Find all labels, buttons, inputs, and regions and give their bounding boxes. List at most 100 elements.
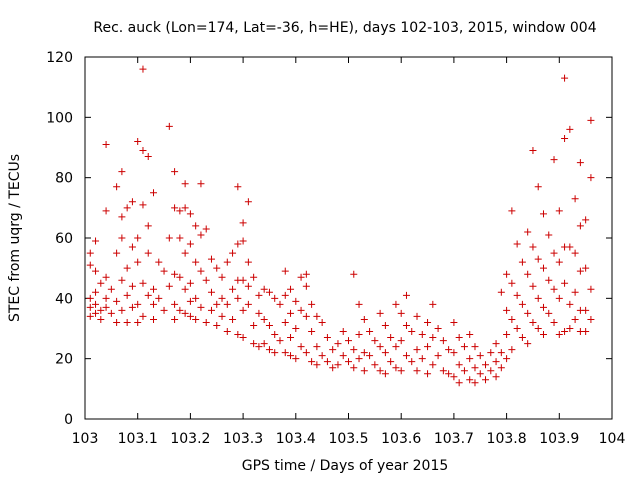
data-point	[387, 334, 395, 342]
data-point	[234, 240, 242, 248]
data-point	[239, 306, 247, 314]
chart-title: Rec. auck (Lon=174, Lat=-36, h=HE), days…	[93, 20, 596, 36]
y-tick-label: 0	[64, 412, 73, 428]
data-point	[334, 361, 342, 369]
data-point	[550, 285, 558, 293]
data-point	[202, 276, 210, 284]
data-point	[429, 334, 437, 342]
data-point	[413, 346, 421, 354]
data-point	[134, 300, 142, 308]
data-point	[255, 291, 263, 299]
data-point	[576, 159, 584, 167]
data-point	[482, 361, 490, 369]
x-tick-label: 103.2	[170, 431, 210, 447]
data-point	[244, 300, 252, 308]
data-point	[539, 303, 547, 311]
y-tick-label: 120	[46, 50, 73, 66]
data-point	[513, 291, 521, 299]
data-point	[239, 237, 247, 245]
data-point	[587, 116, 595, 124]
data-point	[197, 180, 205, 188]
data-point	[571, 249, 579, 257]
data-point	[376, 367, 384, 375]
data-point	[555, 258, 563, 266]
data-point	[313, 361, 321, 369]
data-point	[207, 255, 215, 263]
y-tick-label: 40	[55, 291, 73, 307]
data-point	[102, 303, 110, 311]
data-point	[339, 352, 347, 360]
data-point	[450, 318, 458, 326]
data-point	[260, 285, 268, 293]
data-point	[134, 318, 142, 326]
data-point	[250, 321, 258, 329]
data-point	[287, 334, 295, 342]
data-point	[118, 234, 126, 242]
data-point	[323, 334, 331, 342]
data-point	[308, 358, 316, 366]
data-point	[218, 312, 226, 320]
data-point	[302, 270, 310, 278]
data-point	[123, 264, 131, 272]
data-point	[582, 264, 590, 272]
data-point	[445, 370, 453, 378]
data-point	[150, 189, 158, 197]
data-point	[497, 349, 505, 357]
data-point	[323, 358, 331, 366]
data-point	[366, 352, 374, 360]
data-point	[355, 300, 363, 308]
data-point	[207, 288, 215, 296]
data-point	[571, 315, 579, 323]
data-point	[313, 312, 321, 320]
data-point	[492, 340, 500, 348]
data-point	[539, 264, 547, 272]
data-point	[160, 306, 168, 314]
data-point	[139, 147, 147, 155]
data-point	[561, 279, 569, 287]
data-point	[503, 331, 511, 339]
data-point	[345, 358, 352, 366]
data-point	[176, 273, 184, 281]
data-point	[181, 204, 189, 212]
data-point	[287, 352, 295, 360]
data-point	[434, 325, 442, 332]
data-point	[408, 358, 416, 366]
data-point	[445, 346, 453, 354]
data-point	[582, 328, 590, 336]
data-point	[118, 213, 126, 221]
data-point	[165, 122, 173, 130]
data-point	[471, 343, 479, 351]
data-point	[128, 282, 136, 290]
data-point	[313, 343, 321, 351]
data-point	[545, 276, 553, 284]
y-tick-label: 80	[55, 171, 73, 187]
data-point	[86, 294, 94, 302]
data-point	[171, 204, 179, 212]
data-point	[144, 222, 152, 230]
data-point	[139, 65, 147, 73]
data-point	[192, 294, 200, 302]
data-point	[413, 367, 421, 375]
data-point	[281, 349, 289, 357]
y-axis: 0 20 40 60 80 100 120	[46, 50, 612, 428]
data-point	[218, 294, 226, 302]
data-point	[471, 379, 479, 387]
data-point	[471, 364, 479, 372]
data-point	[297, 343, 305, 351]
data-point	[186, 240, 194, 248]
data-point	[561, 328, 569, 336]
data-point	[186, 210, 194, 218]
data-point	[424, 343, 432, 351]
data-point	[302, 282, 310, 290]
data-point	[176, 306, 184, 314]
data-point	[508, 346, 516, 354]
data-point	[128, 243, 136, 251]
data-point	[260, 315, 268, 323]
data-point	[460, 367, 468, 375]
data-point	[292, 325, 300, 332]
data-point	[561, 134, 569, 142]
data-point	[139, 312, 147, 320]
data-point	[466, 355, 474, 363]
data-point	[287, 309, 295, 317]
data-point	[566, 243, 574, 251]
